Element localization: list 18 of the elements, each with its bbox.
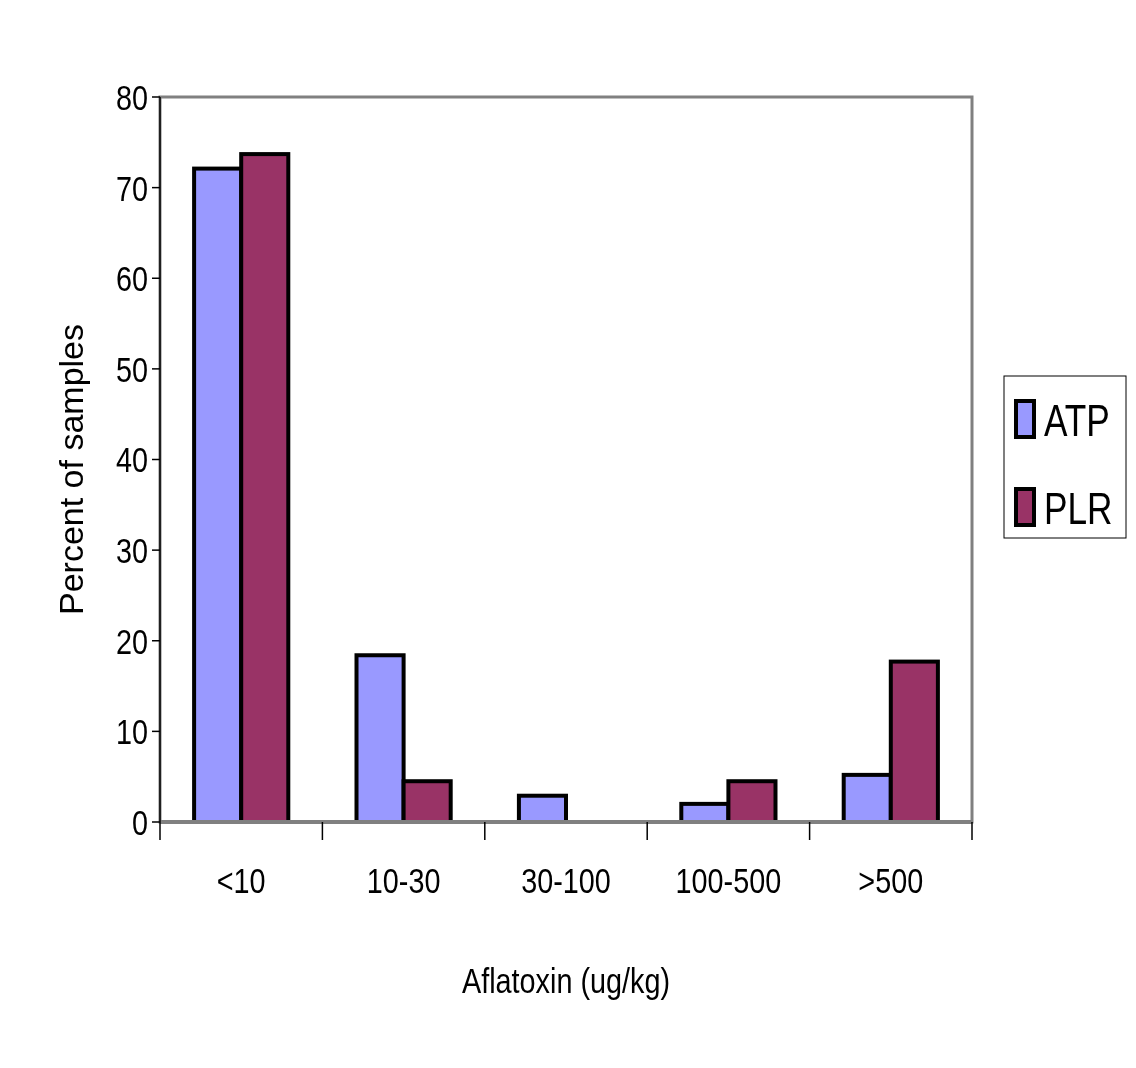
y-tick-label: 50 bbox=[115, 348, 148, 390]
x-tick-label: 10-30 bbox=[366, 859, 441, 901]
y-tick-label: 40 bbox=[115, 439, 148, 481]
x-axis-title: Aflatoxin (ug/kg) bbox=[462, 959, 670, 1001]
y-tick-label: 20 bbox=[115, 620, 148, 662]
x-tick-label: <10 bbox=[216, 859, 266, 901]
legend-label: PLR bbox=[1044, 484, 1113, 533]
y-tick-label: 70 bbox=[115, 167, 148, 209]
y-tick-label: 30 bbox=[115, 529, 148, 571]
legend-label: ATP bbox=[1044, 396, 1110, 445]
y-tick-label: 0 bbox=[131, 801, 148, 843]
y-tick-label: 10 bbox=[115, 711, 148, 753]
y-tick-label: 60 bbox=[115, 258, 148, 299]
x-tick-label: 100-500 bbox=[675, 859, 782, 901]
x-tick-label: 30-100 bbox=[521, 859, 611, 901]
y-tick-label: 80 bbox=[115, 76, 148, 118]
x-tick-label: >500 bbox=[858, 859, 924, 901]
y-axis-title: Percent of samples bbox=[52, 323, 90, 616]
